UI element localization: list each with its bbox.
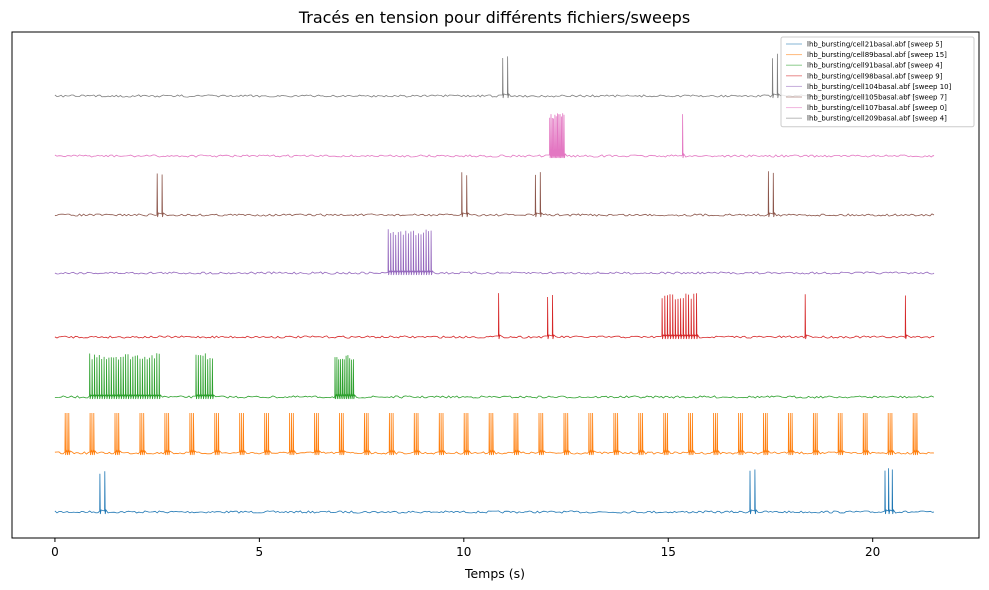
legend-entry: lhb_bursting/cell107basal.abf [sweep 0]: [807, 104, 947, 112]
legend-entry: lhb_bursting/cell104basal.abf [sweep 10]: [807, 83, 952, 91]
x-tick-label: 0: [51, 545, 59, 559]
chart-title: Tracés en tension pour différents fichie…: [298, 8, 691, 27]
trace-line-6: [54, 171, 935, 218]
x-tick-label: 5: [256, 545, 264, 559]
trace-line-3: [54, 353, 935, 400]
legend-entry: lhb_bursting/cell21basal.abf [sweep 5]: [807, 41, 943, 49]
x-tick-label: 15: [661, 545, 676, 559]
legend-entry: lhb_bursting/cell89basal.abf [sweep 15]: [807, 51, 947, 59]
trace-line-2: [54, 412, 935, 456]
trace-line-7: [54, 113, 935, 159]
traces-group: [54, 53, 935, 515]
legend: lhb_bursting/cell21basal.abf [sweep 5] lh…: [780, 36, 975, 128]
plot-frame: [11, 31, 980, 539]
trace-line-4: [54, 293, 935, 340]
legend-entry: lhb_bursting/cell209basal.abf [sweep 4]: [807, 115, 947, 123]
trace-line-5: [54, 229, 935, 276]
x-axis-label: Temps (s): [464, 566, 525, 581]
legend-entry: lhb_bursting/cell105basal.abf [sweep 7]: [807, 94, 947, 102]
legend-box: [780, 36, 975, 128]
trace-line-1: [54, 468, 935, 515]
legend-entry: lhb_bursting/cell91basal.abf [sweep 4]: [807, 62, 943, 70]
x-tick-label: 20: [865, 545, 880, 559]
legend-entry: lhb_bursting/cell98basal.abf [sweep 9]: [807, 72, 943, 80]
x-ticks-group: 0 5 10 15 20: [51, 538, 880, 559]
x-tick-label: 10: [456, 545, 471, 559]
